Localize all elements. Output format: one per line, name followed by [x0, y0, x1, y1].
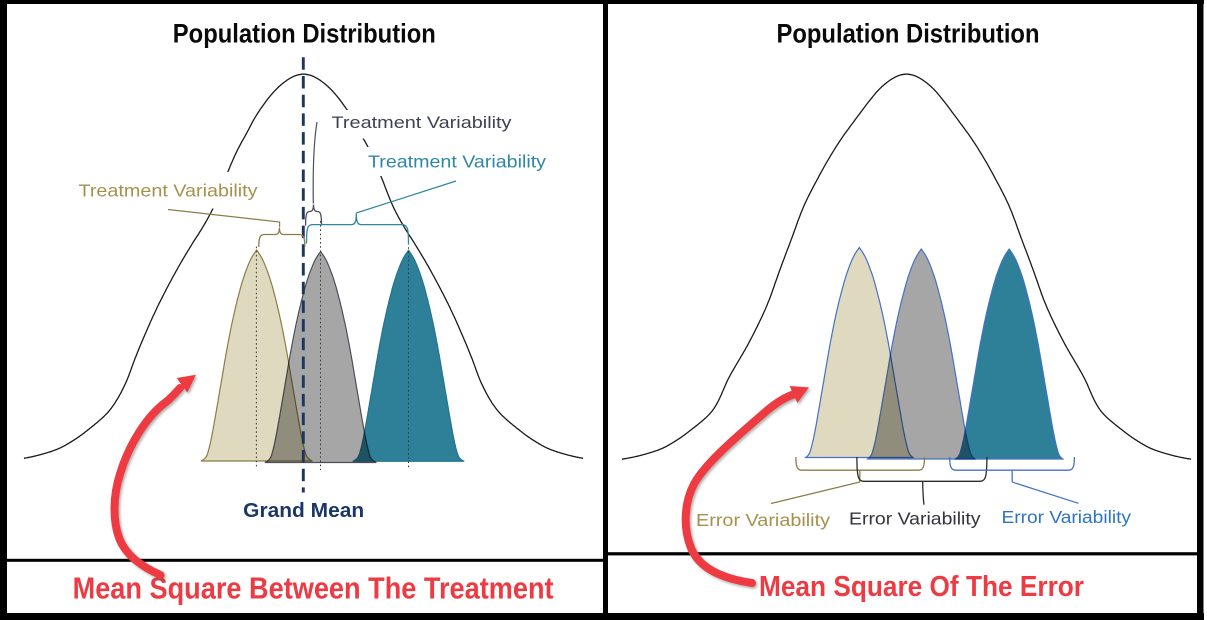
svg-text:Population Distribution: Population Distribution: [173, 19, 436, 49]
svg-text:Mean Square Between The Treatm: Mean Square Between The Treatment: [73, 571, 554, 606]
svg-text:Error Variability: Error Variability: [849, 509, 981, 529]
svg-text:Error Variability: Error Variability: [696, 510, 830, 530]
svg-text:Treatment Variability: Treatment Variability: [79, 180, 258, 200]
svg-text:Population Distribution: Population Distribution: [777, 19, 1040, 49]
svg-text:Error Variability: Error Variability: [1002, 507, 1132, 527]
svg-text:Grand Mean: Grand Mean: [243, 500, 364, 522]
svg-text:Treatment Variability: Treatment Variability: [332, 113, 513, 132]
svg-text:Mean Square Of The Error: Mean Square Of The Error: [759, 571, 1084, 603]
svg-text:Treatment Variability: Treatment Variability: [368, 152, 546, 172]
